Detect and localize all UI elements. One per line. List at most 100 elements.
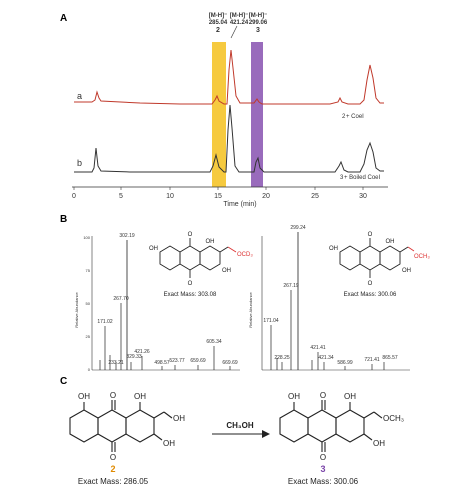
c-left-oh-4: OH [163,439,175,448]
c-left-compound-number: 2 [110,464,115,474]
svg-text:285.04: 285.04 [209,20,228,26]
svg-text:25: 25 [86,334,91,339]
left-peak-233: 233.21 [108,360,124,366]
left-o-2: O [188,281,193,287]
right-peak-228: 228.25 [274,355,290,361]
right-peak-865: 865.57 [382,355,398,361]
c-right-oh-2: OH [344,392,356,401]
left-ocd3-label: OCD₃ [237,252,253,258]
svg-text:50: 50 [86,301,91,306]
spectrum-right: Relative Abundance [248,232,410,371]
right-oh-1: OH [329,246,338,252]
right-peak-267: 267.19 [283,283,299,289]
right-oh-2: OH [386,239,395,245]
svg-text:75: 75 [86,268,91,273]
right-peak-586: 586.99 [337,360,353,366]
structure-compound-2 [69,400,173,452]
right-o-1: O [368,232,373,238]
left-peak-329: 329.33 [126,354,142,360]
structure-och3-b [339,238,415,278]
right-exact-mass: Exact Mass: 300.06 [344,292,397,298]
svg-text:421.24: 421.24 [230,20,249,26]
left-o-1: O [188,232,193,238]
a-x-ticks [73,187,364,190]
band-compound-3 [251,42,263,187]
left-ylabel: Relative Abundance [74,291,79,327]
panel-b-letter: B [60,214,67,225]
svg-text:299.06: 299.06 [249,20,268,26]
band-label-3: [M-H]⁻ 299.06 3 [249,13,268,34]
trace-a-label: a [77,91,82,101]
right-och3-label: OCH₃ [414,254,430,260]
structure-compound-3 [279,400,383,452]
svg-text:[M-H]⁻: [M-H]⁻ [249,13,268,19]
c-left-oh-3: OH [173,414,185,423]
svg-text:+ CoeI: + CoeI [346,114,364,120]
c-right-exact-mass: Exact Mass: 300.06 [288,477,359,486]
left-exact-mass: Exact Mass: 303.08 [164,292,217,298]
c-right-o-1: O [320,391,326,400]
svg-text:3: 3 [340,175,344,181]
left-oh-1: OH [149,246,158,252]
c-left-oh-2: OH [134,392,146,401]
c-left-exact-mass: Exact Mass: 286.05 [78,477,149,486]
band-compound-2 [212,42,226,187]
a-xtick-6: 30 [359,193,367,200]
c-right-compound-number: 3 [320,464,325,474]
svg-text:[M-H]⁻: [M-H]⁻ [230,13,249,19]
a-xtick-4: 20 [262,193,270,200]
c-right-o-2: O [320,453,326,462]
c-right-oh-1: OH [288,392,300,401]
trace-b-label: b [77,158,82,168]
svg-text:+ Boiled CoeI: + Boiled CoeI [344,175,381,181]
structure-ocd3 [159,238,237,278]
band-label-2: [M-H]⁻ 285.04 2 [209,13,228,34]
left-peak-302: 302.19 [119,233,135,239]
right-oh-3: OH [402,268,411,274]
a-x-label: Time (min) [223,201,256,208]
svg-text:2: 2 [216,27,220,34]
spectrum-left: Relative Abundance 100 75 50 25 0 [74,235,240,372]
c-left-oh-1: OH [78,392,90,401]
reaction-arrowhead [262,430,270,438]
left-peak-523: 523.77 [169,358,185,364]
panel-c-letter: C [60,376,67,387]
left-oh-3: OH [222,268,231,274]
svg-text:[M-H]⁻: [M-H]⁻ [209,13,228,19]
right-o-2: O [368,281,373,287]
svg-text:3: 3 [256,27,260,34]
left-peak-669: 669.69 [222,360,238,366]
svg-text:2: 2 [342,114,346,120]
right-peak-721: 721.41 [364,357,380,363]
panel-a-letter: A [60,13,67,24]
right-peak-421: 421.41 [310,345,326,351]
a-xtick-5: 25 [311,193,319,200]
reagent-label: CH₃OH [226,421,253,430]
trace-a [74,49,384,105]
c-left-o-2: O [110,453,116,462]
c-left-o-1: O [110,391,116,400]
right-ylabel: Relative Abundance [248,291,253,327]
trace-a-legend: 2 + CoeI [342,114,364,120]
a-xtick-3: 15 [214,193,222,200]
left-peak-267: 267.70 [113,296,129,302]
a-xtick-1: 5 [119,193,123,200]
c-right-oh-3: OH [373,439,385,448]
left-peak-498: 498.57 [154,360,170,366]
left-peak-659: 659.69 [190,358,206,364]
a-xtick-2: 10 [166,193,174,200]
right-peak-299: 299.24 [290,225,306,231]
right-peak-385: 421.34 [318,355,334,361]
a-xtick-0: 0 [72,193,76,200]
svg-text:0: 0 [88,367,91,372]
left-peak-421: 421.26 [134,349,150,355]
right-peak-171: 171.04 [263,318,279,324]
trace-b [74,104,384,173]
c-right-och3: OCH₃ [383,414,404,423]
trace-b-legend: 3 + Boiled CoeI [340,175,381,181]
left-peak-605: 605.34 [206,339,222,345]
svg-text:100: 100 [83,235,90,240]
left-peak-171: 171.02 [97,319,113,325]
band-label-421: [M-H]⁻ 421.24 [230,13,249,39]
